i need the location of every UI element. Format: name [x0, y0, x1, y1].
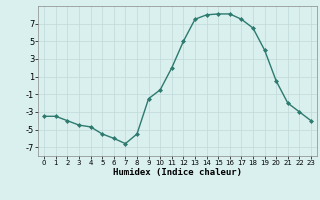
X-axis label: Humidex (Indice chaleur): Humidex (Indice chaleur): [113, 168, 242, 177]
